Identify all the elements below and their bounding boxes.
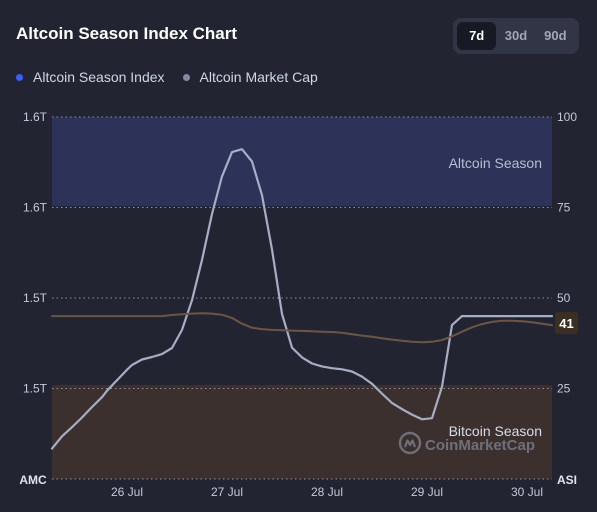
range-90d-button[interactable]: 90d [544, 28, 567, 43]
bitcoin-season-zone [52, 385, 552, 479]
current-value-badge-bg [555, 312, 578, 334]
market-cap-line [50, 148, 554, 450]
altcoin-season-zone [52, 117, 552, 206]
legend-label-index: Altcoin Season Index [33, 69, 165, 85]
altcoin-season-label: Altcoin Season [449, 155, 542, 171]
left-tick-label: 1.5T [23, 291, 48, 305]
x-tick-label: 28 Jul [311, 485, 343, 499]
x-tick-label: 27 Jul [211, 485, 243, 499]
legend-dot-market-cap [182, 73, 190, 81]
range-7d-button[interactable]: 7d [457, 22, 497, 50]
bitcoin-season-label: Bitcoin Season [449, 423, 542, 439]
legend-label-market-cap: Altcoin Market Cap [199, 69, 318, 85]
current-value-text: 41 [559, 316, 573, 331]
legend-dot-index [16, 73, 23, 81]
chart-title: Altcoin Season Index Chart [16, 24, 238, 43]
x-tick-label: 26 Jul [111, 485, 143, 499]
right-tick-label: 75 [557, 201, 571, 215]
x-tick-label: 29 Jul [411, 485, 443, 499]
legend-item-index[interactable]: Altcoin Season Index [16, 69, 165, 85]
index-line [51, 312, 553, 344]
left-axis: 1.6T 1.6T 1.5T 1.5T [23, 110, 48, 396]
right-tick-label: 50 [557, 291, 571, 305]
left-axis-unit-label: AMC [19, 473, 47, 487]
right-tick-label: 25 [557, 382, 571, 396]
legend-item-market-cap[interactable]: Altcoin Market Cap [182, 69, 318, 85]
watermark: CoinMarketCap [398, 431, 535, 455]
range-30d-button[interactable]: 30d [504, 28, 528, 43]
range-switcher: 7d 30d 90d [453, 18, 579, 54]
left-tick-label: 1.5T [23, 382, 48, 396]
right-tick-label: 100 [557, 110, 577, 124]
coinmarketcap-logo-icon [398, 431, 422, 455]
left-tick-label: 1.6T [23, 110, 48, 124]
x-tick-label: 30 Jul [511, 485, 543, 499]
current-value-badge: 41 [555, 312, 578, 334]
x-axis: 26 Jul 27 Jul 28 Jul 29 Jul 30 Jul AMC ASI [19, 473, 577, 499]
right-axis: 100 75 50 25 [557, 110, 577, 396]
left-tick-label: 1.6T [23, 201, 48, 215]
chart-legend: Altcoin Season Index Altcoin Market Cap [16, 69, 336, 85]
watermark-text: CoinMarketCap [425, 437, 535, 454]
right-axis-unit-label: ASI [557, 473, 577, 487]
